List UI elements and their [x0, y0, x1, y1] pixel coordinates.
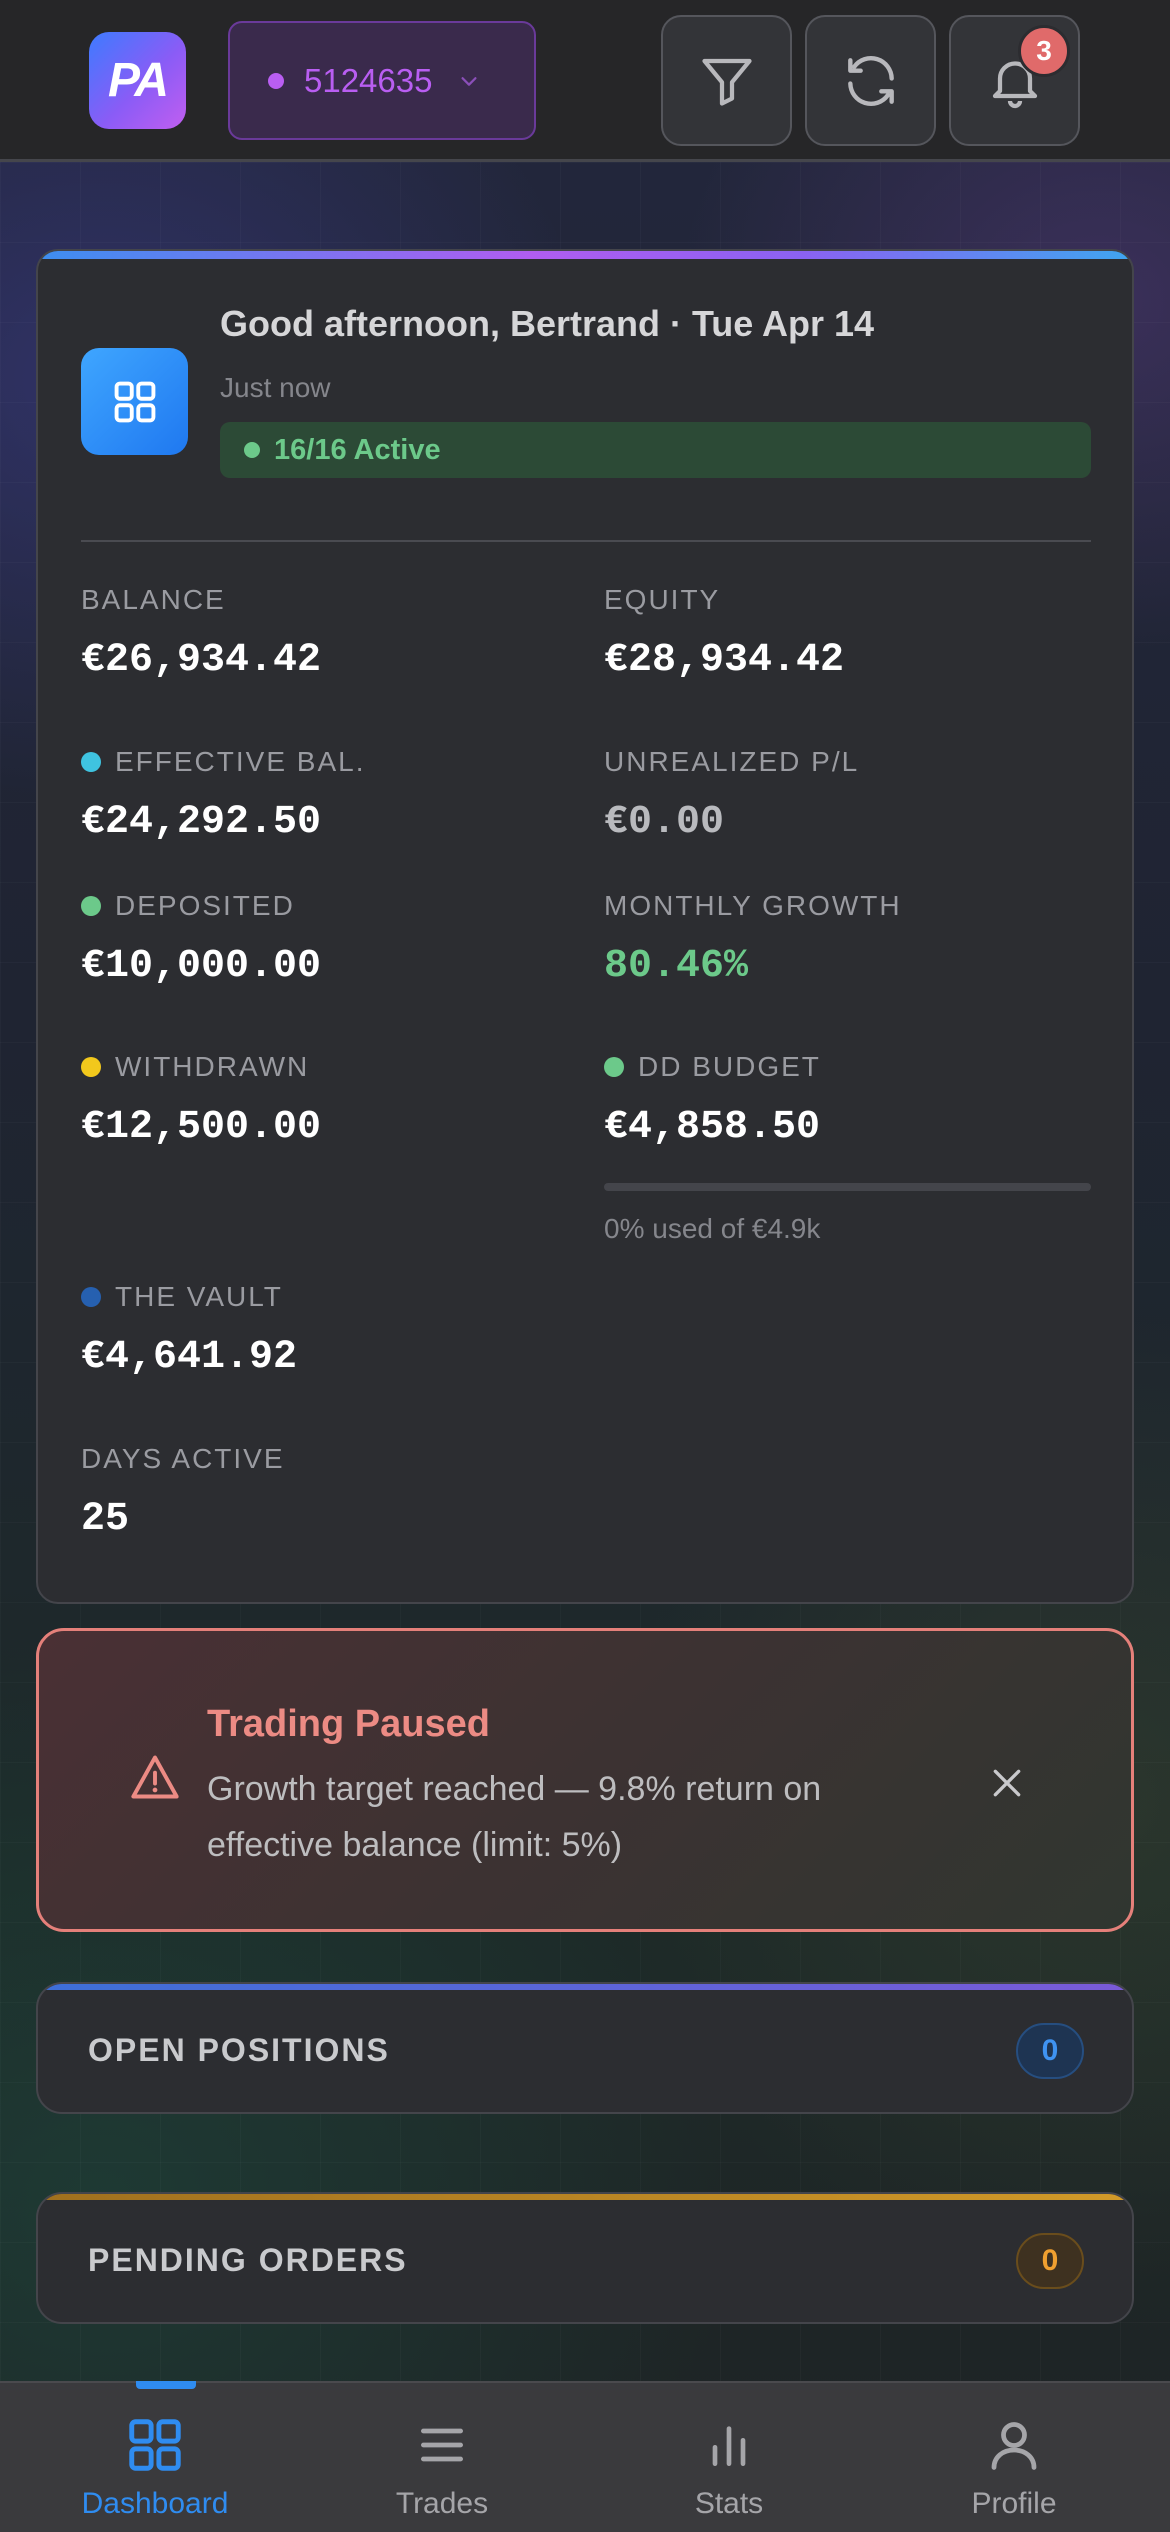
withdrawn-dot	[81, 1057, 101, 1077]
metric-value: 80.46%	[604, 944, 749, 989]
metric-balance: BALANCE €26,934.42	[81, 584, 321, 683]
active-status-dot	[244, 442, 260, 458]
open-positions-count: 0	[1016, 2023, 1084, 2079]
metric-label: DAYS ACTIVE	[81, 1443, 285, 1474]
metric-value: 25	[81, 1497, 130, 1542]
section-divider	[81, 540, 1091, 542]
metric-label: UNREALIZED P/L	[604, 746, 860, 777]
deposited-dot	[81, 896, 101, 916]
metric-deposited: DEPOSITED €10,000.00	[67, 890, 321, 989]
nav-profile[interactable]: Profile	[868, 2383, 1160, 2532]
section-accent-bar	[38, 1984, 1132, 1990]
last-updated: Just now	[220, 372, 331, 403]
grid-icon	[114, 381, 155, 422]
card-accent-bar	[38, 251, 1132, 259]
close-icon[interactable]	[987, 1763, 1027, 1803]
app-logo[interactable]: PA	[89, 32, 186, 129]
metric-vault: THE VAULT €4,641.92	[67, 1281, 297, 1380]
pending-orders-count: 0	[1016, 2233, 1084, 2289]
metric-value: €12,500.00	[81, 1105, 322, 1150]
nav-label: Dashboard	[81, 2487, 229, 2520]
metric-effective-balance: EFFECTIVE BAL. €24,292.50	[67, 746, 366, 845]
metric-value: €10,000.00	[81, 944, 322, 989]
metric-value: €0.00	[604, 800, 725, 845]
nav-trades[interactable]: Trades	[296, 2383, 588, 2532]
metric-value: €24,292.50	[81, 800, 322, 845]
top-header: PA 5124635 3	[0, 0, 1170, 162]
metric-label: DEPOSITED	[115, 890, 295, 921]
metric-value: €4,641.92	[81, 1335, 298, 1380]
filter-button[interactable]	[661, 15, 792, 146]
nav-label: Trades	[395, 2487, 489, 2520]
alert-message: Growth target reached — 9.8% return on e…	[207, 1770, 822, 1864]
bar-chart-icon	[712, 2426, 746, 2466]
section-title: OPEN POSITIONS	[88, 2032, 390, 2068]
metric-label: EFFECTIVE BAL.	[115, 746, 366, 777]
metric-withdrawn: WITHDRAWN €12,500.00	[67, 1051, 321, 1150]
user-icon	[991, 2422, 1037, 2470]
metric-label: THE VAULT	[115, 1281, 283, 1312]
nav-dashboard[interactable]: Dashboard	[9, 2381, 301, 2532]
metric-label: DD BUDGET	[638, 1051, 821, 1082]
refresh-icon	[847, 55, 894, 106]
active-status-badge: 16/16 Active	[220, 422, 1091, 478]
metric-days-active: DAYS ACTIVE 25	[81, 1443, 285, 1542]
bottom-navigation: Dashboard Trades Stats Profile	[0, 2381, 1170, 2532]
metric-value: €4,858.50	[604, 1105, 821, 1150]
filter-icon	[701, 58, 752, 106]
account-status-dot	[268, 72, 284, 89]
metric-label: BALANCE	[81, 584, 226, 615]
metric-label: MONTHLY GROWTH	[604, 890, 902, 921]
vault-dot	[81, 1287, 101, 1307]
metric-dd-budget: DD BUDGET €4,858.50	[590, 1051, 821, 1150]
metric-value: €28,934.42	[604, 638, 845, 683]
dd-budget-caption: 0% used of €4.9k	[604, 1213, 821, 1244]
chevron-down-icon	[461, 76, 478, 86]
open-positions-section[interactable]: OPEN POSITIONS 0	[36, 1982, 1134, 2114]
trading-paused-alert: Trading Paused Growth target reached — 9…	[36, 1628, 1134, 1932]
notifications-button[interactable]: 3	[949, 15, 1080, 146]
account-number: 5124635	[304, 61, 433, 99]
metric-unrealized-pl: UNREALIZED P/L €0.00	[604, 746, 859, 845]
warning-icon	[131, 1755, 179, 1799]
nav-label: Profile	[971, 2487, 1057, 2520]
alert-title: Trading Paused	[207, 1703, 490, 1745]
nav-label: Stats	[694, 2487, 764, 2520]
metric-label: EQUITY	[604, 584, 721, 615]
greeting-title: Good afternoon, Bertrand · Tue Apr 14	[220, 303, 875, 344]
grid-icon	[129, 2419, 181, 2471]
metric-label: WITHDRAWN	[115, 1051, 310, 1082]
account-selector[interactable]: 5124635	[228, 21, 536, 140]
account-summary-card: Good afternoon, Bertrand · Tue Apr 14 Ju…	[36, 249, 1134, 1604]
notification-count-badge: 3	[1018, 25, 1070, 77]
metric-monthly-growth: MONTHLY GROWTH 80.46%	[604, 890, 902, 989]
dashboard-badge	[81, 348, 188, 455]
effective-dot	[81, 752, 101, 772]
nav-stats[interactable]: Stats	[583, 2383, 875, 2532]
section-accent-bar	[38, 2194, 1132, 2200]
refresh-button[interactable]	[805, 15, 936, 146]
metric-equity: EQUITY €28,934.42	[604, 584, 844, 683]
metric-value: €26,934.42	[81, 638, 322, 683]
section-title: PENDING ORDERS	[88, 2242, 408, 2278]
active-status-text: 16/16 Active	[274, 433, 441, 466]
bell-icon	[992, 60, 1037, 108]
pending-orders-section[interactable]: PENDING ORDERS 0	[36, 2192, 1134, 2324]
dd-budget-progress	[604, 1183, 1091, 1191]
active-tab-indicator	[136, 2381, 196, 2389]
list-icon	[421, 2428, 463, 2462]
dd-budget-dot	[604, 1057, 624, 1077]
